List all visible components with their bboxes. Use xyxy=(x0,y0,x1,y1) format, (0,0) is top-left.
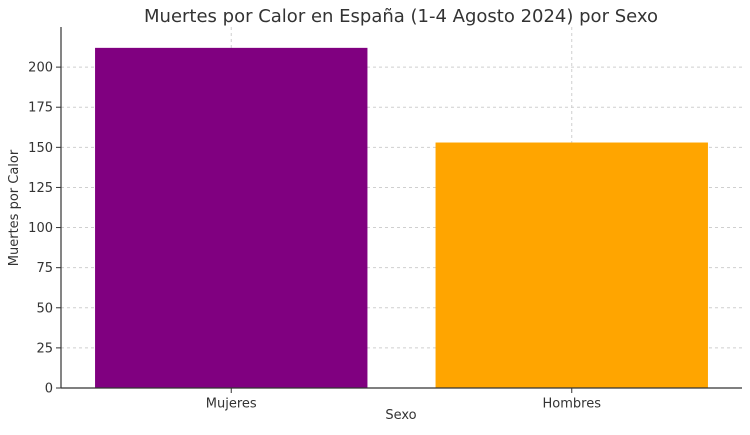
y-tick-label: 150 xyxy=(28,141,53,156)
x-axis-label: Sexo xyxy=(385,408,416,423)
y-tick-label: 175 xyxy=(28,101,53,116)
axes xyxy=(60,27,742,389)
x-ticks: Mujeres Hombres xyxy=(206,388,601,412)
y-tick-label: 125 xyxy=(28,181,53,196)
y-tick-label: 200 xyxy=(28,61,53,76)
bar-hombres xyxy=(435,142,708,388)
y-axis-label: Muertes por Calor xyxy=(7,149,22,266)
y-ticks: 0 25 50 75 100 125 150 175 200 xyxy=(28,61,61,397)
y-tick-label: 25 xyxy=(36,341,53,356)
bar-mujeres xyxy=(95,47,368,388)
chart-title: Muertes por Calor en España (1-4 Agosto … xyxy=(144,6,658,27)
y-tick-label: 75 xyxy=(36,261,53,276)
x-tick-label: Mujeres xyxy=(206,397,257,412)
y-tick-label: 100 xyxy=(28,221,53,236)
x-tick-label: Hombres xyxy=(543,397,602,412)
y-tick-label: 0 xyxy=(45,382,53,397)
y-tick-label: 50 xyxy=(36,301,53,316)
bars xyxy=(95,47,708,388)
